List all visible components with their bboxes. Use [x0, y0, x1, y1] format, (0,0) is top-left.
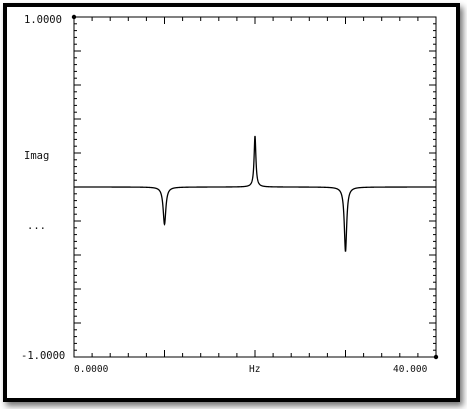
series-line-imag [74, 135, 436, 252]
y-axis-title: Imag [24, 150, 49, 162]
ellipsis-label: ... [27, 220, 46, 232]
corner-dot-bottom-right [433, 354, 439, 360]
y-min-label: -1.0000 [21, 350, 65, 362]
y-max-label: 1.0000 [24, 14, 62, 26]
x-axis-title: Hz [249, 364, 260, 375]
corner-markers [71, 14, 439, 360]
x-min-label: 0.0000 [74, 364, 109, 375]
plot-frame [3, 3, 460, 402]
corner-dot-top-left [71, 14, 77, 20]
x-max-label: 40.000 [393, 364, 428, 375]
axis-ticks [73, 16, 437, 358]
